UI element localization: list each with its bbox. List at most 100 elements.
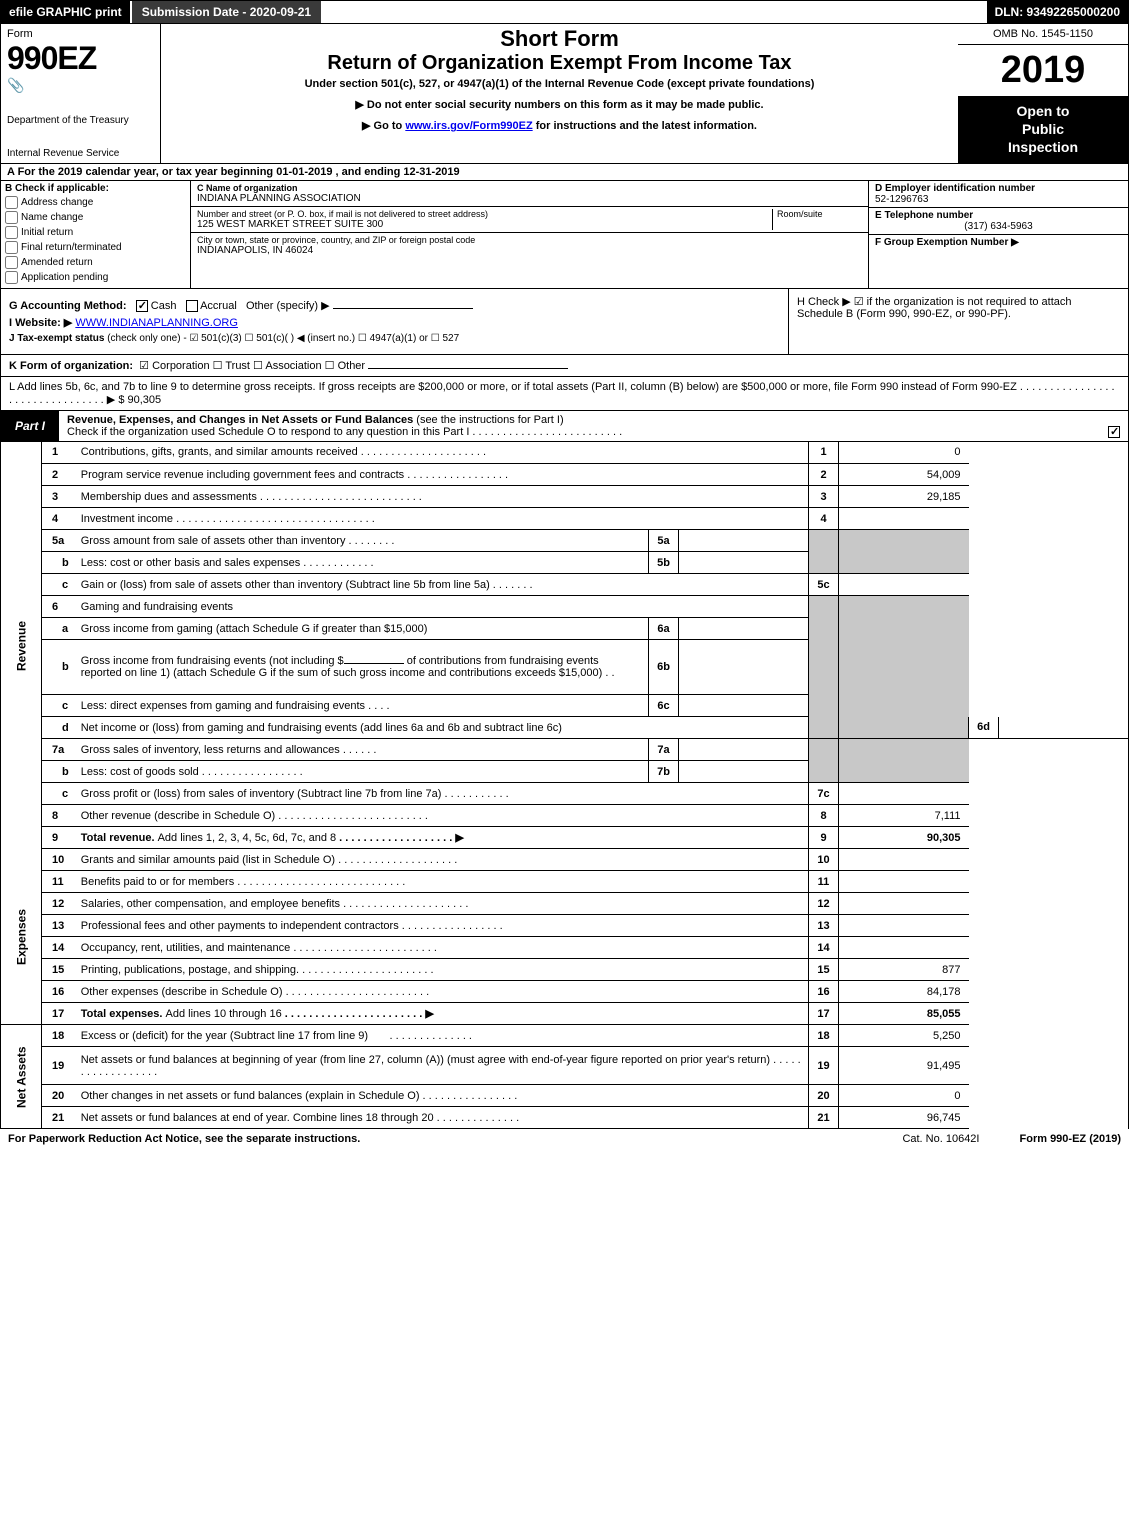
inspection-line3: Inspection [962,138,1124,156]
cb-address-change[interactable]: Address change [5,196,186,209]
val-5a [679,530,809,552]
section-d: D Employer identification number 52-1296… [869,181,1128,208]
city-label: City or town, state or province, country… [197,235,862,245]
submission-date: Submission Date - 2020-09-21 [130,1,321,23]
cb-amended-return[interactable]: Amended return [5,256,186,269]
title-warn: ▶ Do not enter social security numbers o… [169,98,950,111]
section-i: I Website: ▶ WWW.INDIANAPLANNING.ORG [9,316,780,329]
ghij-block: G Accounting Method: Cash Accrual Other … [0,289,1129,355]
footer: For Paperwork Reduction Act Notice, see … [0,1129,1129,1148]
line-4: 4 Investment income . . . . . . . . . . … [1,508,1129,530]
footer-left: For Paperwork Reduction Act Notice, see … [8,1133,862,1145]
val-7b [679,761,809,783]
section-g: G Accounting Method: Cash Accrual Other … [9,299,780,312]
omb-number: OMB No. 1545-1150 [958,24,1128,45]
cb-cash[interactable] [136,300,148,312]
calendar-year-row: A For the 2019 calendar year, or tax yea… [0,164,1129,181]
section-k: K Form of organization: ☑ Corporation ☐ … [0,355,1129,377]
val-1: 0 [839,442,969,464]
irs-label: Internal Revenue Service [7,148,154,159]
form-number: 990EZ [7,40,154,77]
cal-prefix: A For the 2019 calendar year, or tax yea… [7,166,276,178]
val-7a [679,739,809,761]
section-def: D Employer identification number 52-1296… [868,181,1128,288]
cal-start: 01-01-2019 [276,166,332,178]
side-revenue: Revenue [1,442,42,849]
line-20: 20 Other changes in net assets or fund b… [1,1085,1129,1107]
form-header: Form 990EZ 📎 Department of the Treasury … [0,24,1129,164]
val-7c [839,783,969,805]
val-16: 84,178 [839,981,969,1003]
website-link[interactable]: WWW.INDIANAPLANNING.ORG [75,317,238,329]
line-12: 12 Salaries, other compensation, and emp… [1,893,1129,915]
section-f: F Group Exemption Number ▶ [869,235,1128,288]
efile-label: efile GRAPHIC print [1,1,130,23]
line-19: 19 Net assets or fund balances at beginn… [1,1047,1129,1085]
line-16: 16 Other expenses (describe in Schedule … [1,981,1129,1003]
section-l: L Add lines 5b, 6c, and 7b to line 9 to … [0,377,1129,411]
val-21: 96,745 [839,1107,969,1129]
section-e: E Telephone number (317) 634-5963 [869,208,1128,235]
val-12 [839,893,969,915]
part1-desc: Revenue, Expenses, and Changes in Net As… [59,411,1100,441]
line-5c: c Gain or (loss) from sale of assets oth… [1,574,1129,596]
top-bar: efile GRAPHIC print Submission Date - 20… [0,0,1129,24]
cal-mid: , and ending [336,166,404,178]
cb-initial-return[interactable]: Initial return [5,226,186,239]
line-13: 13 Professional fees and other payments … [1,915,1129,937]
footer-mid: Cat. No. 10642I [902,1133,979,1145]
cb-application-pending[interactable]: Application pending [5,271,186,284]
line-21: 21 Net assets or fund balances at end of… [1,1107,1129,1129]
val-10 [839,849,969,871]
section-h: H Check ▶ ☑ if the organization is not r… [788,289,1128,354]
dept-label: Department of the Treasury [7,115,154,126]
line-3: 3 Membership dues and assessments . . . … [1,486,1129,508]
org-name: INDIANA PLANNING ASSOCIATION [197,193,862,204]
info-block: B Check if applicable: Address change Na… [0,181,1129,289]
title-desc: Under section 501(c), 527, or 4947(a)(1)… [169,78,950,90]
inspection-box: Open to Public Inspection [958,96,1128,163]
cb-accrual[interactable] [186,300,198,312]
val-6b [679,640,809,695]
tax-year: 2019 [958,45,1128,96]
line-18: Net Assets 18 Excess or (deficit) for th… [1,1025,1129,1047]
cb-name-change[interactable]: Name change [5,211,186,224]
val-20: 0 [839,1085,969,1107]
line-10: Expenses 10 Grants and similar amounts p… [1,849,1129,871]
title-sub: Return of Organization Exempt From Incom… [169,52,950,75]
line-15: 15 Printing, publications, postage, and … [1,959,1129,981]
inspection-line1: Open to [962,102,1124,120]
line-5a: 5a Gross amount from sale of assets othe… [1,530,1129,552]
irs-link[interactable]: www.irs.gov/Form990EZ [405,120,532,132]
val-13 [839,915,969,937]
section-b-header: B Check if applicable: [5,183,186,194]
part1-table: Revenue 1 Contributions, gifts, grants, … [0,442,1129,1130]
val-11 [839,871,969,893]
section-j: J Tax-exempt status (check only one) - ☑… [9,333,780,344]
addr-row: Number and street (or P. O. box, if mail… [191,207,868,233]
f-label: F Group Exemption Number ▶ [875,237,1019,248]
line-8: 8 Other revenue (describe in Schedule O)… [1,805,1129,827]
side-expenses: Expenses [1,849,42,1025]
city-row: City or town, state or province, country… [191,233,868,258]
line-17: 17 Total expenses. Add lines 10 through … [1,1003,1129,1025]
dln: DLN: 93492265000200 [987,1,1128,23]
line-6: 6 Gaming and fundraising events [1,596,1129,618]
header-center: Short Form Return of Organization Exempt… [161,24,958,163]
section-c: C Name of organization INDIANA PLANNING … [191,181,868,288]
h-text: H Check ▶ ☑ if the organization is not r… [797,296,1072,320]
part1-checkbox[interactable] [1100,411,1128,441]
val-2: 54,009 [839,464,969,486]
val-6d [999,717,1129,739]
val-6c [679,695,809,717]
form-label: Form [7,28,154,40]
room-label: Room/suite [772,209,862,230]
side-net-assets: Net Assets [1,1025,42,1129]
section-b: B Check if applicable: Address change Na… [1,181,191,288]
cal-end: 12-31-2019 [403,166,459,178]
cb-final-return[interactable]: Final return/terminated [5,241,186,254]
d-label: D Employer identification number [875,183,1035,194]
title-main: Short Form [169,26,950,52]
gij-left: G Accounting Method: Cash Accrual Other … [1,289,788,354]
footer-right: Form 990-EZ (2019) [1020,1133,1122,1145]
